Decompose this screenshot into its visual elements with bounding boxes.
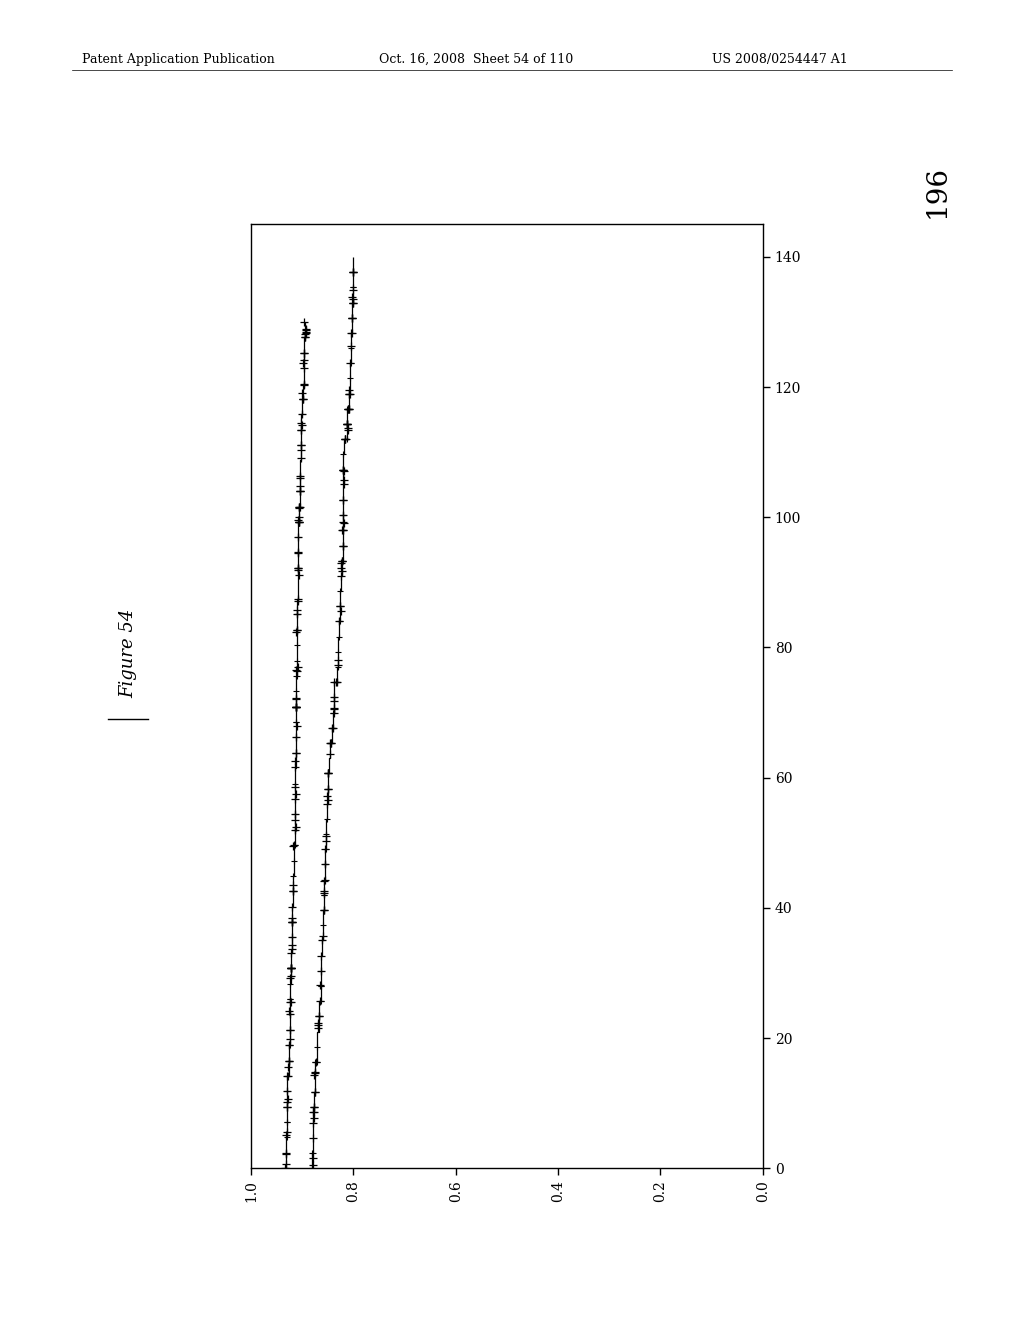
Text: Figure 54: Figure 54	[119, 609, 137, 698]
Text: Oct. 16, 2008  Sheet 54 of 110: Oct. 16, 2008 Sheet 54 of 110	[379, 53, 573, 66]
Text: US 2008/0254447 A1: US 2008/0254447 A1	[712, 53, 848, 66]
Text: Patent Application Publication: Patent Application Publication	[82, 53, 274, 66]
Text: 196: 196	[924, 165, 950, 218]
